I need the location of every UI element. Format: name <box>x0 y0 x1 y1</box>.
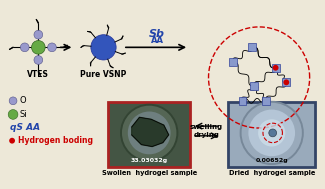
Text: 33.03032g: 33.03032g <box>131 158 168 163</box>
Circle shape <box>32 40 45 54</box>
Circle shape <box>283 79 289 85</box>
Circle shape <box>248 110 295 156</box>
Text: Si: Si <box>20 110 28 119</box>
Circle shape <box>258 119 285 146</box>
Text: 0.00652g: 0.00652g <box>255 158 288 163</box>
Circle shape <box>47 43 56 52</box>
Text: Hydrogen boding: Hydrogen boding <box>18 136 93 145</box>
Text: Swollen  hydrogel sample: Swollen hydrogel sample <box>102 170 197 176</box>
FancyBboxPatch shape <box>282 78 290 86</box>
Circle shape <box>91 35 116 60</box>
Circle shape <box>273 65 279 71</box>
FancyBboxPatch shape <box>262 97 270 105</box>
Circle shape <box>9 138 15 144</box>
Circle shape <box>120 104 178 162</box>
Circle shape <box>122 106 176 160</box>
FancyBboxPatch shape <box>229 58 237 66</box>
Circle shape <box>241 103 302 163</box>
Text: Dried  hydrogel sample: Dried hydrogel sample <box>228 170 315 176</box>
Text: AA: AA <box>150 36 163 45</box>
Circle shape <box>9 97 17 105</box>
Circle shape <box>269 129 277 137</box>
Text: Pure VSNP: Pure VSNP <box>80 70 127 79</box>
Circle shape <box>34 56 43 64</box>
FancyBboxPatch shape <box>108 102 190 167</box>
Circle shape <box>20 43 29 52</box>
Text: VTES: VTES <box>27 70 49 79</box>
Text: O: O <box>20 96 27 105</box>
Circle shape <box>240 101 304 165</box>
FancyBboxPatch shape <box>250 82 258 90</box>
Circle shape <box>8 110 18 119</box>
Polygon shape <box>132 117 169 146</box>
FancyBboxPatch shape <box>248 43 256 51</box>
Text: qS AA: qS AA <box>10 123 40 132</box>
Text: drying: drying <box>194 132 219 138</box>
FancyBboxPatch shape <box>239 97 246 105</box>
Text: Sb: Sb <box>149 29 165 39</box>
FancyBboxPatch shape <box>272 64 280 72</box>
Circle shape <box>128 112 171 154</box>
Text: swelling: swelling <box>190 124 223 130</box>
FancyBboxPatch shape <box>228 102 316 167</box>
Circle shape <box>34 30 43 39</box>
